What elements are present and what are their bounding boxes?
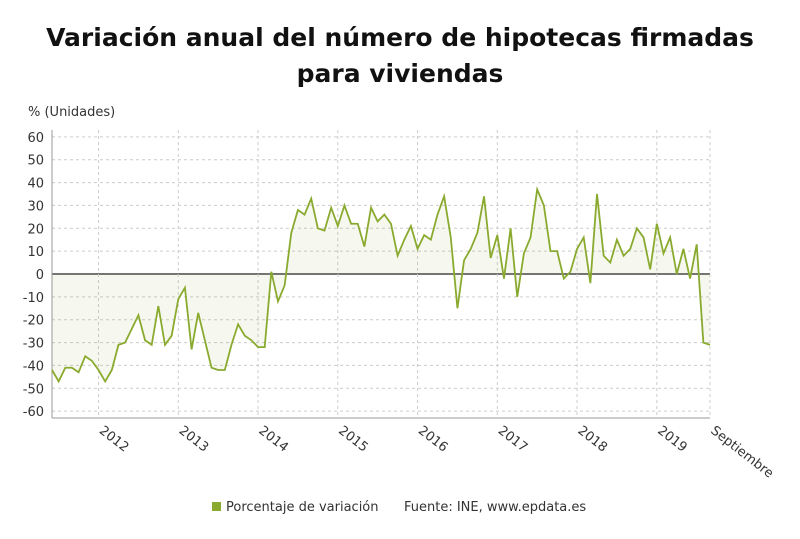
legend-swatch xyxy=(212,502,221,511)
y-tick-label: 20 xyxy=(27,222,44,237)
x-tick-label: 2012 xyxy=(96,423,131,455)
y-tick-label: 50 xyxy=(27,154,44,169)
x-tick-label: 2018 xyxy=(575,423,610,455)
x-tick-label: 2014 xyxy=(256,423,291,455)
legend-label: Porcentaje de variación xyxy=(226,500,379,515)
line-series xyxy=(51,186,711,384)
y-tick-label: 10 xyxy=(27,245,44,260)
x-tick-label: Septiembre xyxy=(708,423,776,481)
y-tick-label: 0 xyxy=(36,268,44,283)
y-tick-label: -60 xyxy=(23,405,44,420)
y-tick-label: 60 xyxy=(27,131,44,146)
y-tick-label: 40 xyxy=(27,177,44,192)
area-fill xyxy=(52,189,710,382)
x-tick-label: 2016 xyxy=(415,423,450,455)
source-note: Fuente: INE, www.epdata.es xyxy=(404,500,586,515)
y-tick-label: -40 xyxy=(23,359,44,374)
y-axis-label: % (Unidades) xyxy=(28,105,115,120)
y-tick-label: -10 xyxy=(23,291,44,306)
x-tick-label: 2017 xyxy=(495,423,530,455)
y-tick-label: 30 xyxy=(27,199,44,214)
y-tick-label: -20 xyxy=(23,314,44,329)
y-tick-label: -30 xyxy=(23,337,44,352)
x-tick-label: 2015 xyxy=(335,423,370,455)
x-tick-label: 2013 xyxy=(176,423,211,455)
chart-title: Variación anual del número de hipotecas … xyxy=(46,23,754,88)
y-tick-label: -50 xyxy=(23,382,44,397)
x-tick-label: 2019 xyxy=(654,423,689,455)
